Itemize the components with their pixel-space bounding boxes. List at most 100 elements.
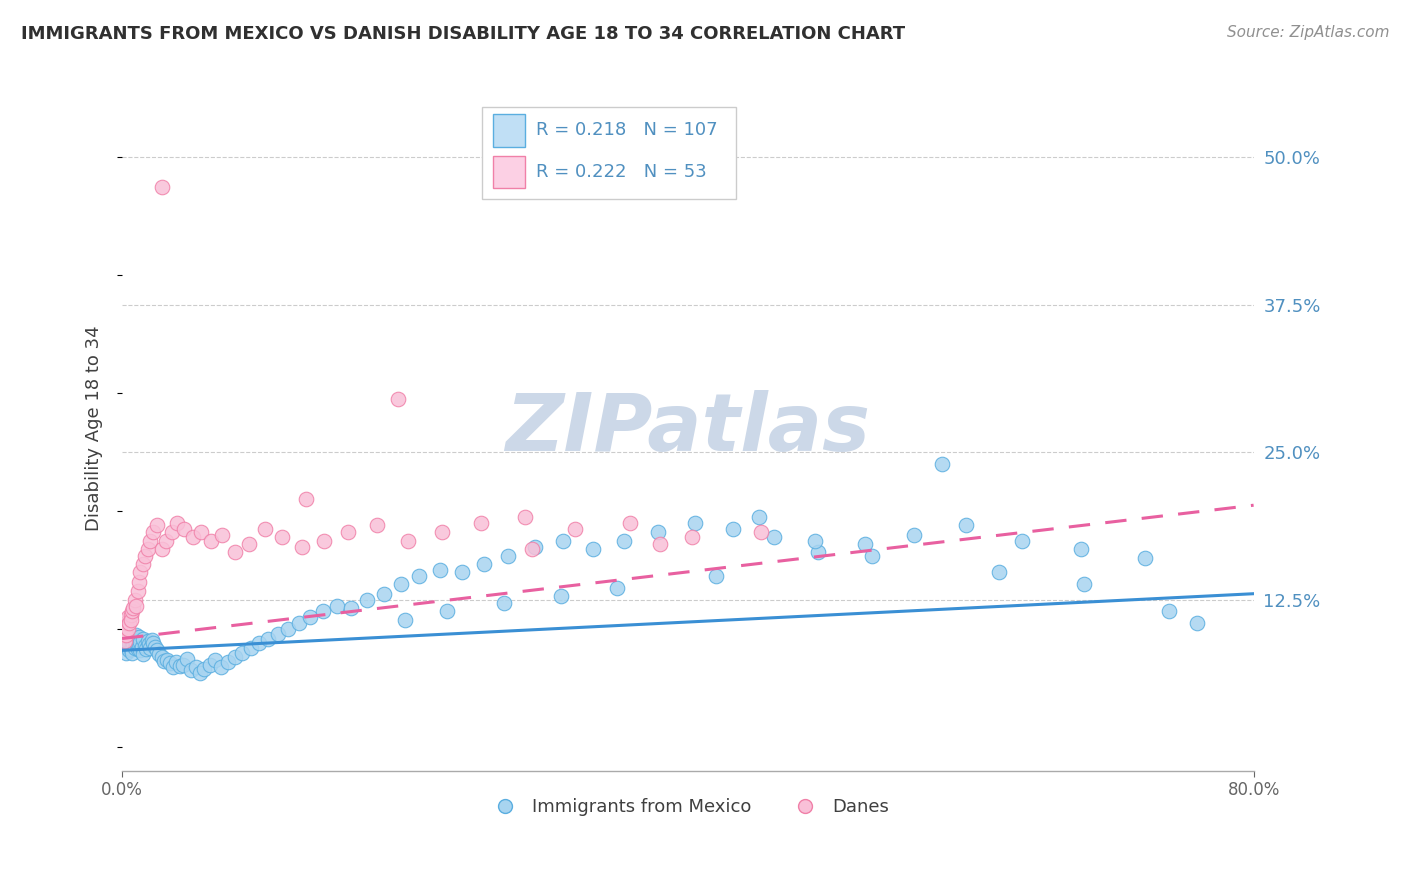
Point (122, 629, 145, 643)
Point (121, 646, 143, 660)
Point (132, 558, 155, 572)
Point (150, 179, 173, 194)
Point (141, 632, 163, 647)
Point (647, 525, 669, 540)
Point (394, 613, 416, 627)
Point (124, 592, 146, 607)
Point (115, 634, 138, 648)
Point (125, 599, 148, 613)
Point (389, 577, 412, 591)
Point (118, 629, 141, 643)
Point (430, 525, 453, 540)
Point (134, 549, 156, 563)
Bar (494, 114, 524, 146)
Text: R = 0.218   N = 107: R = 0.218 N = 107 (536, 121, 718, 139)
Text: IMMIGRANTS FROM MEXICO VS DANISH DISABILITY AGE 18 TO 34 CORRELATION CHART: IMMIGRANTS FROM MEXICO VS DANISH DISABIL… (21, 25, 905, 43)
Point (231, 646, 253, 660)
Point (128, 639, 150, 653)
Point (165, 655, 187, 669)
Point (122, 637, 145, 651)
Point (291, 540, 314, 554)
Y-axis label: Disability Age 18 to 34: Disability Age 18 to 34 (86, 326, 103, 532)
Point (143, 640, 166, 654)
Point (312, 604, 335, 618)
Point (1073, 577, 1095, 591)
Point (266, 627, 288, 641)
Point (127, 642, 149, 657)
Point (429, 563, 451, 577)
Point (683, 516, 706, 530)
Legend: Immigrants from Mexico, Danes: Immigrants from Mexico, Danes (479, 791, 897, 823)
Point (470, 516, 492, 530)
Point (721, 522, 744, 536)
Point (129, 566, 152, 580)
Point (619, 516, 641, 530)
Point (270, 530, 292, 544)
Point (522, 541, 544, 556)
Text: Source: ZipAtlas.com: Source: ZipAtlas.com (1226, 25, 1389, 40)
Point (160, 525, 183, 540)
Text: ZIPatlas: ZIPatlas (505, 390, 870, 467)
Point (125, 636, 148, 650)
Point (217, 655, 239, 669)
Point (853, 537, 876, 551)
Point (153, 654, 176, 668)
Point (115, 628, 138, 642)
Point (277, 622, 299, 636)
Point (253, 522, 276, 536)
Point (181, 530, 204, 544)
Point (180, 664, 202, 678)
Point (162, 660, 184, 674)
Point (988, 566, 1011, 580)
Point (134, 639, 156, 653)
Point (860, 549, 883, 563)
Point (150, 541, 173, 556)
Point (198, 657, 221, 672)
Point (128, 574, 150, 589)
Point (373, 587, 395, 601)
Point (135, 642, 157, 657)
Point (124, 640, 146, 655)
Point (515, 510, 537, 524)
Point (1070, 541, 1092, 556)
Point (188, 665, 211, 680)
Point (211, 527, 233, 541)
Point (120, 613, 142, 627)
Point (142, 636, 165, 650)
Point (112, 634, 135, 648)
Point (117, 622, 139, 636)
Point (127, 584, 149, 599)
Point (299, 610, 322, 624)
Point (138, 637, 160, 651)
Point (763, 530, 786, 544)
Point (117, 610, 139, 624)
Point (139, 533, 162, 548)
Point (256, 632, 278, 646)
Point (150, 650, 173, 665)
Point (120, 642, 142, 657)
Point (120, 632, 142, 647)
Point (139, 640, 162, 655)
Point (550, 589, 572, 603)
Point (492, 596, 515, 610)
Point (122, 600, 145, 615)
Point (931, 457, 953, 471)
Point (166, 516, 188, 530)
Point (366, 518, 388, 533)
Point (148, 647, 170, 661)
Point (112, 628, 135, 642)
Point (408, 569, 430, 583)
Point (121, 631, 143, 645)
Point (176, 651, 198, 665)
Text: R = 0.222   N = 53: R = 0.222 N = 53 (536, 163, 707, 181)
Point (129, 643, 152, 657)
Point (129, 635, 152, 649)
Point (524, 540, 547, 554)
Point (132, 632, 155, 646)
Point (238, 537, 260, 551)
Point (704, 569, 727, 583)
Point (247, 636, 270, 650)
Point (564, 522, 586, 536)
Point (118, 643, 141, 657)
Point (117, 640, 139, 654)
